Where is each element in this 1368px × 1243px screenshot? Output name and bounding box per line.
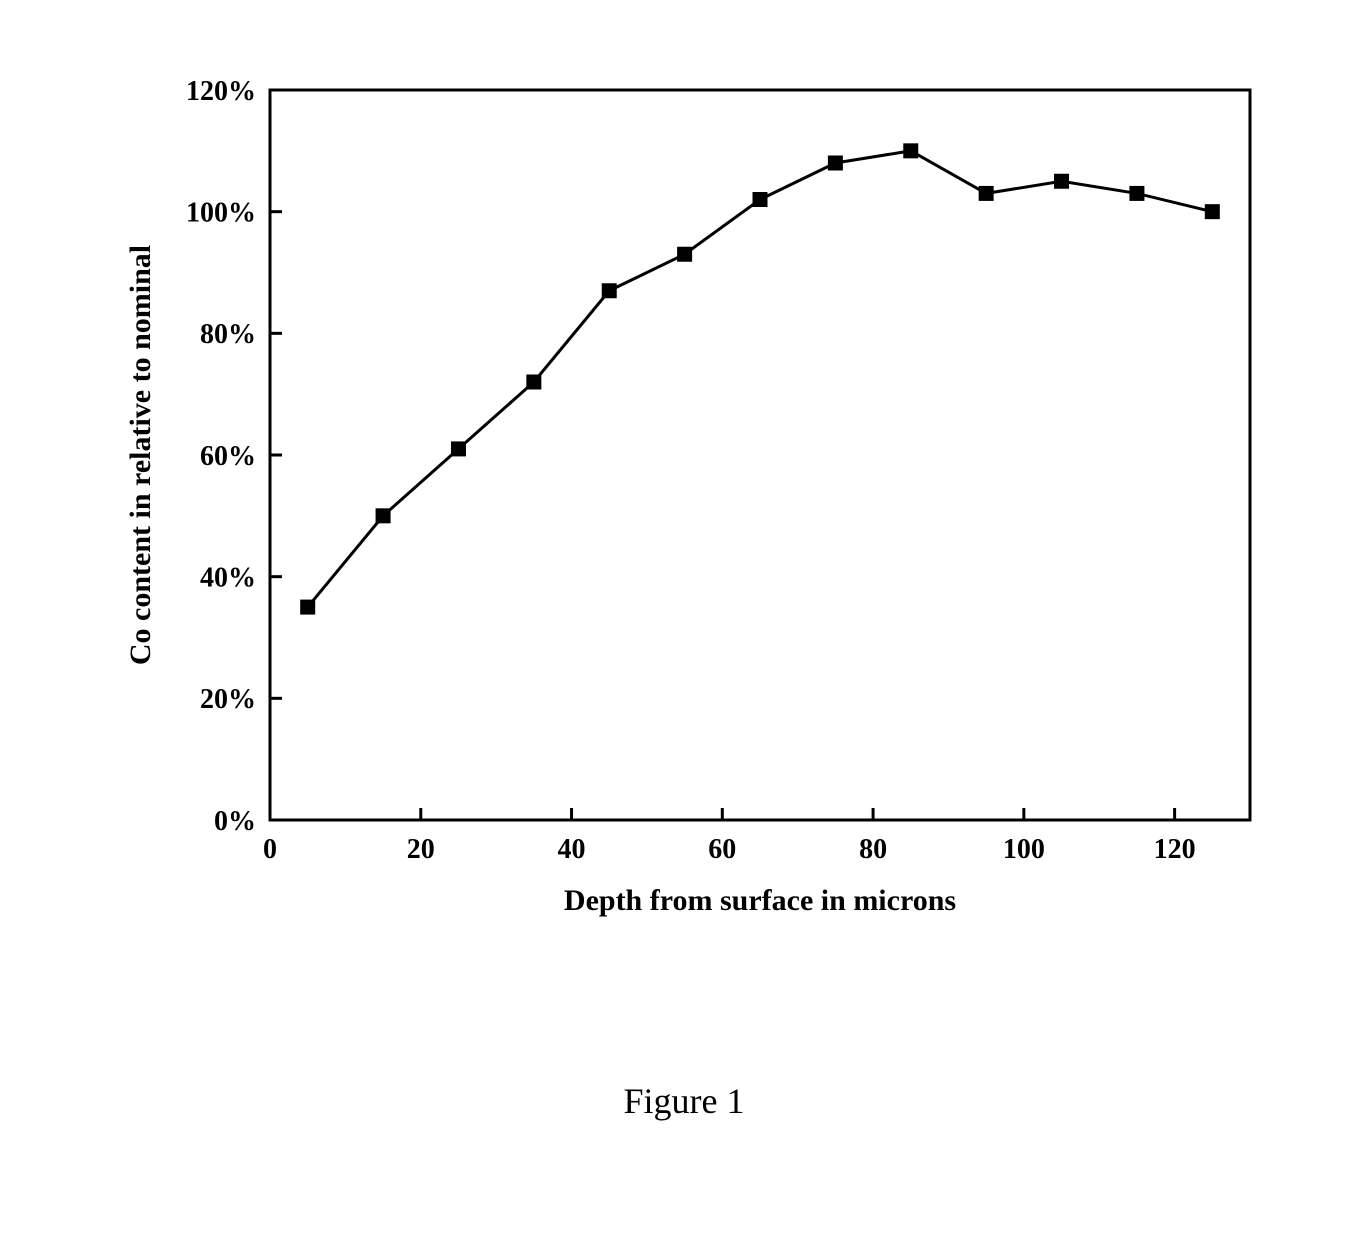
y-tick-label: 40% [200, 562, 256, 593]
figure-caption: Figure 1 [0, 1080, 1368, 1122]
data-marker [678, 247, 692, 261]
chart-background [80, 60, 1280, 960]
y-axis-label: Co content in relative to nominal [124, 245, 157, 665]
data-marker [828, 156, 842, 170]
y-tick-label: 80% [200, 319, 256, 350]
data-marker [527, 375, 541, 389]
data-marker [1055, 174, 1069, 188]
data-marker [301, 600, 315, 614]
y-tick-label: 120% [186, 76, 256, 107]
x-tick-label: 20 [407, 834, 435, 865]
y-tick-label: 0% [214, 806, 256, 837]
x-tick-label: 80 [859, 834, 887, 865]
data-marker [602, 284, 616, 298]
data-marker [904, 144, 918, 158]
x-tick-label: 40 [558, 834, 586, 865]
page: 0 20 40 60 80 100 120 0% 20% 40% 60% 80% 100% 120% Dep… [0, 0, 1368, 1243]
x-axis-label: Depth from surface in microns [564, 884, 956, 917]
chart-svg: 0 20 40 60 80 100 120 0% 20% 40% 60% 80% 100% 120% Dep… [80, 60, 1280, 960]
chart-container: 0 20 40 60 80 100 120 0% 20% 40% 60% 80% 100% 120% Dep… [80, 60, 1280, 960]
x-tick-label: 100 [1003, 834, 1045, 865]
data-marker [376, 509, 390, 523]
data-marker [451, 442, 465, 456]
x-tick-label: 60 [708, 834, 736, 865]
y-tick-label: 100% [186, 197, 256, 228]
y-tick-label: 60% [200, 441, 256, 472]
data-marker [753, 193, 767, 207]
x-tick-label: 120 [1154, 834, 1196, 865]
data-marker [979, 186, 993, 200]
y-tick-label: 20% [200, 684, 256, 715]
data-marker [1205, 205, 1219, 219]
data-marker [1130, 186, 1144, 200]
x-tick-label: 0 [263, 834, 277, 865]
